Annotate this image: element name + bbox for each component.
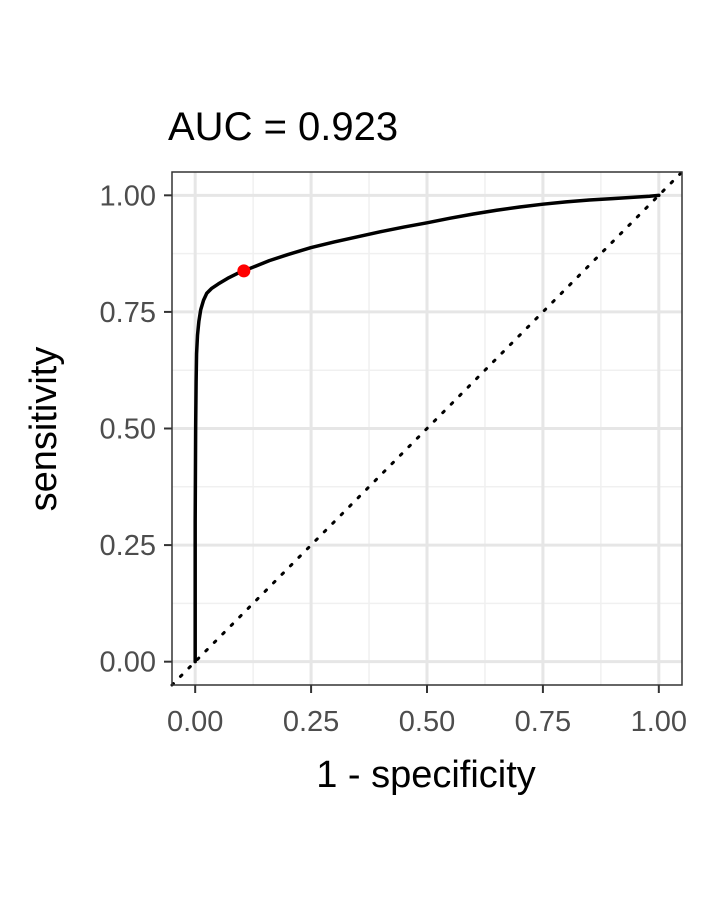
ticks-layer xyxy=(164,194,660,693)
y-tick-label: 0.50 xyxy=(100,414,156,446)
x-tick-label: 0.25 xyxy=(283,706,339,738)
x-tick-label: 0.50 xyxy=(399,706,455,738)
tick-labels-layer: 0.00 0.25 0.50 0.75 1.00 0.00 0.25 0.50 0.75 1.00 xyxy=(100,180,687,738)
x-tick-label: 1.00 xyxy=(631,706,687,738)
x-tick-label: 0.00 xyxy=(167,706,223,738)
optimal-threshold-point xyxy=(237,264,251,278)
y-tick-label: 0.00 xyxy=(100,647,156,679)
y-tick-label: 1.00 xyxy=(100,180,156,212)
y-tick-label: 0.25 xyxy=(100,530,156,562)
y-tick-label: 0.75 xyxy=(100,297,156,329)
roc-curve-line xyxy=(193,193,661,664)
reference-diagonal-line xyxy=(170,170,684,687)
x-axis-title: 1 - specificity xyxy=(316,754,536,796)
y-axis-title: sensitivity xyxy=(23,347,65,512)
plot-title: AUC = 0.923 xyxy=(168,105,398,149)
x-tick-label: 0.75 xyxy=(515,706,571,738)
series-layer xyxy=(170,170,684,687)
grid-major xyxy=(172,172,682,685)
